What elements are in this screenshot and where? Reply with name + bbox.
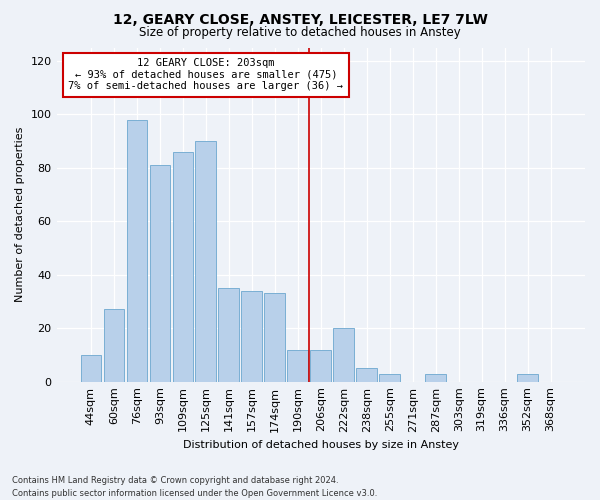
Bar (517, 374, 538, 382)
Text: Contains HM Land Registry data © Crown copyright and database right 2024.
Contai: Contains HM Land Registry data © Crown c… (12, 476, 377, 498)
Bar (379, 374, 400, 382)
Text: 12, GEARY CLOSE, ANSTEY, LEICESTER, LE7 7LW: 12, GEARY CLOSE, ANSTEY, LEICESTER, LE7 … (113, 12, 487, 26)
Text: Size of property relative to detached houses in Anstey: Size of property relative to detached ho… (139, 26, 461, 39)
Bar (310, 350, 331, 382)
Bar (127, 120, 147, 382)
Bar (80, 355, 101, 382)
Bar (104, 310, 124, 382)
Bar (265, 294, 285, 382)
Bar (356, 368, 377, 382)
Text: 12 GEARY CLOSE: 203sqm
← 93% of detached houses are smaller (475)
7% of semi-det: 12 GEARY CLOSE: 203sqm ← 93% of detached… (68, 58, 343, 92)
X-axis label: Distribution of detached houses by size in Anstey: Distribution of detached houses by size … (183, 440, 459, 450)
Bar (218, 288, 239, 382)
Bar (241, 291, 262, 382)
Bar (173, 152, 193, 382)
Bar (334, 328, 354, 382)
Bar (196, 141, 216, 382)
Bar (149, 165, 170, 382)
Bar (287, 350, 308, 382)
Bar (425, 374, 446, 382)
Y-axis label: Number of detached properties: Number of detached properties (15, 127, 25, 302)
